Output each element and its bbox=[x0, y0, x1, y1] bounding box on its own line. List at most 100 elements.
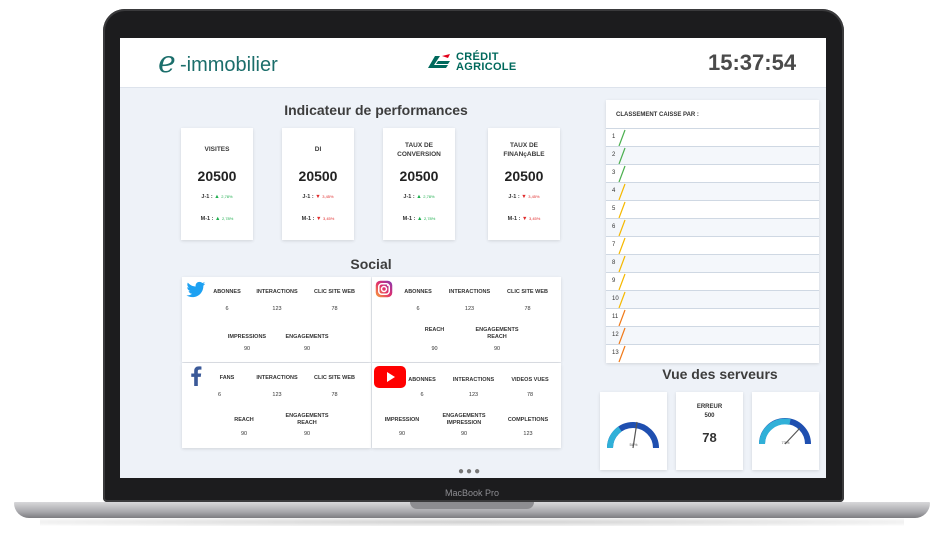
trend-down-icon: ▼ bbox=[521, 194, 527, 200]
ranking-row[interactable]: 13 bbox=[606, 344, 819, 363]
instagram-icon bbox=[375, 280, 393, 298]
instagram-clic-label: CLIC SITE WEB bbox=[507, 289, 548, 295]
bank-name: CRÉDIT AGRICOLE bbox=[456, 51, 516, 73]
youtube-abonnes-value: 6 bbox=[420, 392, 424, 398]
server-gauge-1[interactable]: 58% bbox=[600, 392, 667, 470]
facebook-engagements-label: ENGAGEMENTS REACH bbox=[285, 413, 329, 426]
ranking-row-number: 11 bbox=[612, 314, 619, 320]
gauge-2-label: 73% bbox=[781, 440, 790, 445]
facebook-reach-label: REACH bbox=[234, 417, 254, 423]
facebook-clic-value: 78 bbox=[331, 392, 338, 398]
ranking-title: CLASSEMENT CAISSE PAR : bbox=[616, 112, 699, 118]
facebook-icon bbox=[191, 366, 202, 386]
youtube-abonnes-label: ABONNES bbox=[408, 377, 436, 383]
ranking-row-number: 5 bbox=[612, 206, 616, 212]
ranking-row-slash-icon bbox=[618, 237, 626, 255]
youtube-interactions-label: INTERACTIONS bbox=[452, 377, 495, 383]
ranking-row-number: 3 bbox=[612, 170, 616, 176]
kpi-card-taux-conversion[interactable]: TAUX DE CONVERSION 20500 J-1 : ▲ 2,78% M… bbox=[383, 128, 455, 240]
laptop-shadow bbox=[40, 518, 904, 526]
kpi-m1: M-1 : ▲ 2,78% bbox=[402, 216, 436, 222]
ranking-row-slash-icon bbox=[618, 165, 626, 183]
performance-title: Indicateur de performances bbox=[284, 102, 468, 118]
error-value: 78 bbox=[702, 430, 717, 445]
instagram-engagements-label: ENGAGEMENTS REACH bbox=[475, 327, 519, 340]
twitter-clic-label: CLIC SITE WEB bbox=[314, 289, 355, 295]
twitter-clic-value: 78 bbox=[331, 306, 338, 312]
instagram-interactions-label: INTERACTIONS bbox=[448, 289, 491, 295]
instagram-card[interactable]: ABONNES 6 INTERACTIONS 123 CLIC SITE WEB… bbox=[372, 277, 561, 362]
header: e -immobilier CRÉDIT AGRICOLE 15:37:54 bbox=[120, 38, 826, 88]
trend-down-icon: ▼ bbox=[522, 216, 528, 222]
twitter-card[interactable]: ABONNES 6 INTERACTIONS 123 CLIC SITE WEB… bbox=[182, 277, 371, 362]
laptop-notch bbox=[410, 502, 534, 509]
kpi-value: 20500 bbox=[504, 168, 544, 184]
instagram-interactions-value: 123 bbox=[464, 306, 475, 312]
instagram-reach-label: REACH bbox=[424, 327, 445, 333]
ranking-row[interactable]: 4 bbox=[606, 182, 819, 201]
ranking-row[interactable]: 11 bbox=[606, 308, 819, 327]
twitter-interactions-value: 123 bbox=[272, 306, 282, 312]
twitter-engagements-value: 90 bbox=[303, 346, 311, 352]
ranking-row-number: 9 bbox=[612, 278, 616, 284]
ranking-row[interactable]: 8 bbox=[606, 254, 819, 273]
youtube-completions-value: 123 bbox=[523, 431, 533, 437]
trend-down-icon: ▼ bbox=[316, 216, 322, 222]
youtube-card[interactable]: ABONNES 6 INTERACTIONS 123 VIDEOS VUES 7… bbox=[372, 363, 561, 448]
server-error-card[interactable]: ERREUR 500 78 bbox=[676, 392, 743, 470]
ranking-row-slash-icon bbox=[618, 273, 626, 291]
ranking-row[interactable]: 2 bbox=[606, 146, 819, 165]
ranking-row[interactable]: 10 bbox=[606, 290, 819, 309]
trend-up-icon: ▲ bbox=[214, 194, 220, 200]
kpi-value: 20500 bbox=[197, 168, 237, 184]
kpi-m1: M-1 : ▼ 3,45% bbox=[507, 216, 541, 222]
ranking-row[interactable]: 9 bbox=[606, 272, 819, 291]
youtube-completions-label: COMPLETIONS bbox=[507, 417, 549, 423]
kpi-label: VISITES bbox=[204, 146, 230, 153]
ranking-row-number: 7 bbox=[612, 242, 616, 248]
instagram-reach-value: 90 bbox=[431, 346, 438, 352]
facebook-clic-label: CLIC SITE WEB bbox=[314, 375, 355, 381]
ranking-panel: CLASSEMENT CAISSE PAR : 1 2 3 4 5 6 7 8 9 10 11 12 1… bbox=[606, 100, 819, 363]
ranking-row[interactable]: 7 bbox=[606, 236, 819, 255]
ranking-row[interactable]: 3 bbox=[606, 164, 819, 183]
kpi-j1: J-1 : ▲ 2,78% bbox=[201, 194, 233, 200]
ranking-row[interactable]: 12 bbox=[606, 326, 819, 345]
youtube-videos-label: VIDEOS VUES bbox=[511, 377, 549, 383]
kpi-card-di[interactable]: DI 20500 J-1 : ▼ 3,45% M-1 : ▼ 3,45% bbox=[282, 128, 354, 240]
kpi-m1: M-1 : ▼ 3,45% bbox=[301, 216, 335, 222]
ranking-row-slash-icon bbox=[618, 201, 626, 219]
gauge-1-icon bbox=[606, 421, 659, 449]
ranking-row[interactable]: 1 bbox=[606, 128, 819, 147]
credit-agricole-logo-icon bbox=[428, 54, 450, 68]
facebook-fans-value: 6 bbox=[217, 392, 222, 398]
ranking-row-slash-icon bbox=[618, 309, 626, 327]
trend-up-icon: ▲ bbox=[417, 216, 423, 222]
twitter-interactions-label: INTERACTIONS bbox=[256, 289, 298, 295]
ranking-row[interactable]: 5 bbox=[606, 200, 819, 219]
dashboard-screen: e -immobilier CRÉDIT AGRICOLE 15:37:54 I… bbox=[120, 38, 826, 478]
facebook-interactions-label: INTERACTIONS bbox=[256, 375, 298, 381]
kpi-card-taux-financable[interactable]: TAUX DE FINANçABLE 20500 J-1 : ▼ 3,45% M… bbox=[488, 128, 560, 240]
logo-e-glyph: e bbox=[158, 45, 176, 80]
ranking-row-number: 6 bbox=[612, 224, 616, 230]
youtube-impression-value: 90 bbox=[398, 431, 406, 437]
ranking-row[interactable]: 6 bbox=[606, 218, 819, 237]
kpi-value: 20500 bbox=[399, 168, 439, 184]
bank-name-line1: CRÉDIT bbox=[456, 51, 499, 63]
ranking-row-number: 4 bbox=[612, 188, 616, 194]
kpi-card-visites[interactable]: VISITES 20500 J-1 : ▲ 2,78% M-1 : ▲ 2,78… bbox=[181, 128, 253, 240]
servers-title: Vue des serveurs bbox=[662, 366, 778, 382]
pager-dots[interactable]: ●●● bbox=[458, 466, 483, 477]
ranking-row-slash-icon bbox=[618, 183, 626, 201]
facebook-interactions-value: 123 bbox=[272, 392, 282, 398]
kpi-label: TAUX DE bbox=[404, 142, 434, 149]
facebook-fans-label: FANS bbox=[219, 375, 235, 381]
server-gauge-2[interactable]: 73% bbox=[752, 392, 819, 470]
twitter-icon bbox=[186, 281, 206, 298]
ranking-row-slash-icon bbox=[618, 345, 626, 363]
ranking-row-number: 8 bbox=[612, 260, 616, 266]
instagram-abonnes-value: 6 bbox=[416, 306, 420, 312]
facebook-card[interactable]: FANS 6 INTERACTIONS 123 CLIC SITE WEB 78… bbox=[182, 363, 371, 448]
twitter-abonnes-value: 6 bbox=[225, 306, 229, 312]
